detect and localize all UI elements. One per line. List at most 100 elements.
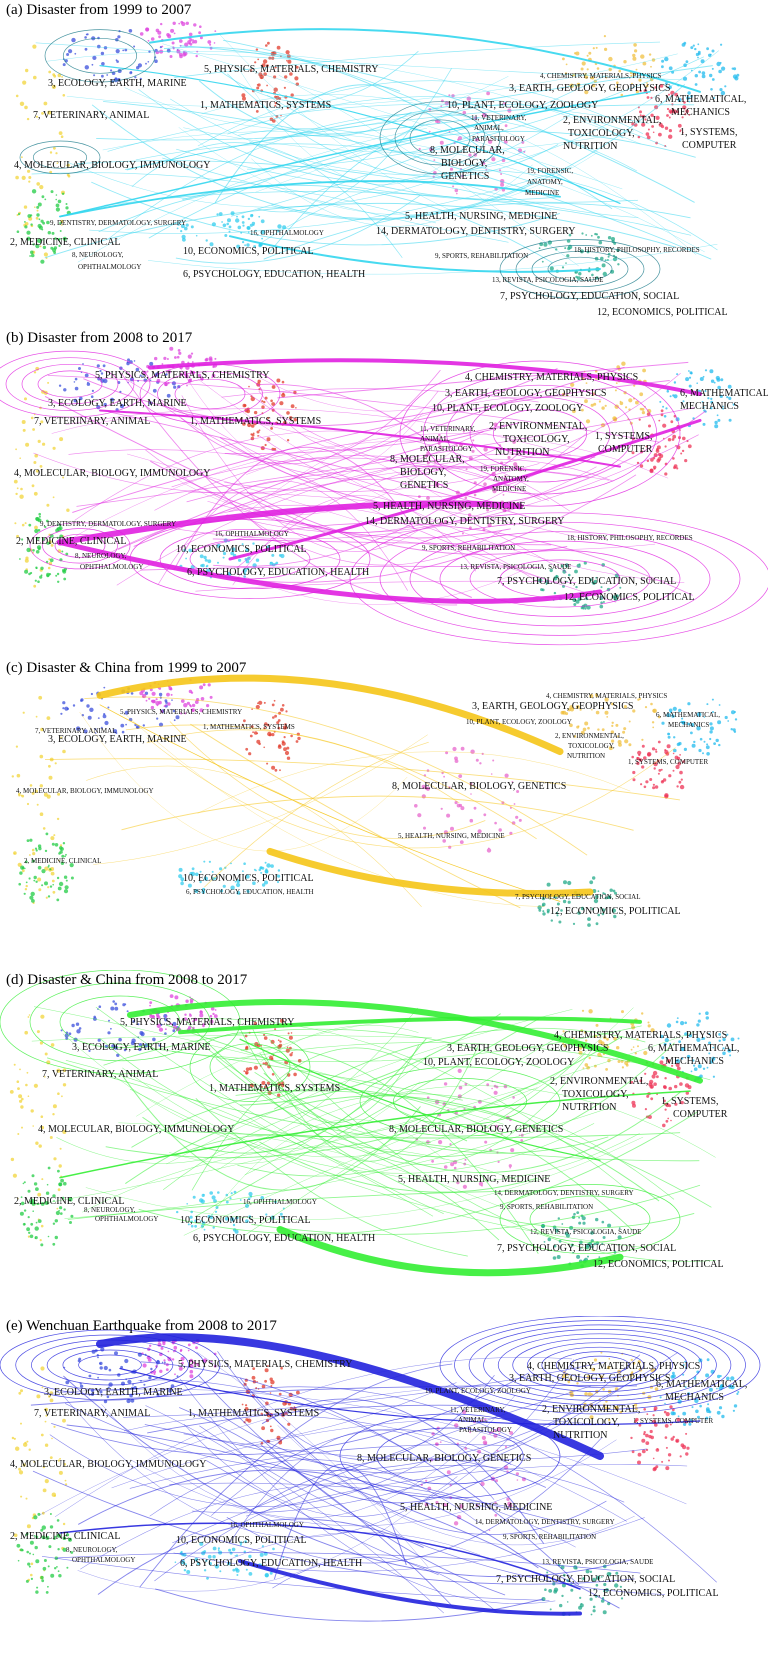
cluster-label: MEDICINE xyxy=(525,189,559,197)
cluster-label: 5, PHYSICS, MATERIALS, CHEMISTRY xyxy=(204,64,378,75)
cluster-label: 7, VETERINARY, ANIMAL xyxy=(34,416,150,427)
cluster-label: ANATOMY, xyxy=(493,475,529,483)
cluster-label: 10, ECONOMICS, POLITICAL xyxy=(183,246,314,257)
cluster-label: 2, ENVIRONMENTAL, xyxy=(550,1076,648,1087)
cluster-label: ANIMAL, xyxy=(420,435,450,443)
cluster-label: TOXICOLOGY, xyxy=(568,742,615,750)
overlay-main-links xyxy=(59,999,703,1277)
cluster-label: 5, PHYSICS, MATERIALS, CHEMISTRY xyxy=(178,1359,352,1370)
cluster-label: 7, PSYCHOLOGY, EDUCATION, SOCIAL xyxy=(496,1574,675,1585)
cluster-label: 8, MOLECULAR, xyxy=(390,454,465,465)
cluster-label: NUTRITION xyxy=(567,752,605,760)
cluster-label: GENETICS xyxy=(400,480,448,491)
cluster-label: 14, DERMATOLOGY, DENTISTRY, SURGERY xyxy=(376,226,575,237)
cluster-label: 6, PSYCHOLOGY, EDUCATION, HEALTH xyxy=(183,269,365,280)
cluster-label: 3, ECOLOGY, EARTH, MARINE xyxy=(48,78,187,89)
cluster-label: 5, HEALTH, NURSING, MEDICINE xyxy=(398,832,505,840)
cluster-label: 1, MATHEMATICS, SYSTEMS xyxy=(188,1408,319,1419)
cluster-label: OPHTHALMOLOGY xyxy=(80,563,143,571)
cluster-label: 3, ECOLOGY, EARTH, MARINE xyxy=(48,734,187,745)
cluster-label: 3, EARTH, GEOLOGY, GEOPHYSICS xyxy=(509,83,670,94)
panel-title: (a) Disaster from 1999 to 2007 xyxy=(6,2,192,18)
cluster-label: TOXICOLOGY, xyxy=(568,128,635,139)
cluster-label: 4, CHEMISTRY, MATERIALS, PHYSICS xyxy=(554,1030,727,1041)
cluster-label: 6, MATHEMATICAL, xyxy=(655,94,746,105)
cluster-label: 16, OPHTHALMOLOGY xyxy=(243,1198,317,1206)
cluster-label: 12, ECONOMICS, POLITICAL xyxy=(593,1259,724,1270)
cluster-label: 10, PLANT, ECOLOGY, ZOOLOGY xyxy=(425,1387,531,1395)
cluster-label: 8, MOLECULAR, xyxy=(430,145,505,156)
cluster-label: 3, EARTH, GEOLOGY, GEOPHYSICS xyxy=(472,701,633,712)
overlay-ellipses xyxy=(0,970,681,1255)
cluster-label: 19, FORENSIC, xyxy=(480,465,526,473)
cluster-label: MECHANICS xyxy=(668,721,709,729)
cluster-label: 6, PSYCHOLOGY, EDUCATION, HEALTH xyxy=(180,1558,362,1569)
cluster-label: 6, PSYCHOLOGY, EDUCATION, HEALTH xyxy=(187,567,369,578)
overlay-map-c: 5, PHYSICS, MATERIALS, CHEMISTRY 3, ECOLO… xyxy=(11,674,738,927)
panel-title: (e) Wenchuan Earthquake from 2008 to 201… xyxy=(6,1318,277,1334)
cluster-label: 9, SPORTS, REHABILITATION xyxy=(500,1203,593,1211)
cluster-label: 4, CHEMISTRY, MATERIALS, PHYSICS xyxy=(540,72,661,80)
panel-d: 5, PHYSICS, MATERIALS, CHEMISTRY 3, ECOLO… xyxy=(0,970,768,1316)
cluster-label: GENETICS xyxy=(441,171,489,182)
cluster-label: 2, MEDICINE, CLINICAL xyxy=(10,237,121,248)
cluster-label: 5, PHYSICS, MATERIALS, CHEMISTRY xyxy=(120,708,242,716)
cluster-label: NUTRITION xyxy=(563,141,617,152)
cluster-label: 3, EARTH, GEOLOGY, GEOPHYSICS xyxy=(445,388,606,399)
cluster-label: 2, MEDICINE, CLINICAL xyxy=(14,1196,125,1207)
panel-c: 5, PHYSICS, MATERIALS, CHEMISTRY 3, ECOLO… xyxy=(0,658,768,970)
cluster-label: 5, PHYSICS, MATERIALS, CHEMISTRY xyxy=(95,370,269,381)
cluster-label: 1, MATHEMATICS, SYSTEMS xyxy=(203,723,295,731)
cluster-labels: 5, PHYSICS, MATERIALS, CHEMISTRY 3, ECOLO… xyxy=(14,370,768,603)
cluster-label: 2, ENVIRONMENTAL, xyxy=(563,115,661,126)
cluster-label: 10, PLANT, ECOLOGY, ZOOLOGY xyxy=(432,403,583,414)
cluster-label: PARASITOLOGY xyxy=(459,1426,512,1434)
cluster-label: 6, MATHEMATICAL, xyxy=(656,711,720,719)
cluster-label: NUTRITION xyxy=(495,447,549,458)
cluster-label: 5, HEALTH, NURSING, MEDICINE xyxy=(400,1502,552,1513)
cluster-label: BIOLOGY, xyxy=(441,158,487,169)
cluster-label: 6, MATHEMATICAL, xyxy=(648,1043,739,1054)
cluster-labels: 5, PHYSICS, MATERIALS, CHEMISTRY 3, ECOLO… xyxy=(14,1017,739,1270)
cluster-label: 8, NEUROLOGY, xyxy=(66,1546,118,1554)
overlay-ellipses xyxy=(0,1316,761,1499)
cluster-label: 12, ECONOMICS, POLITICAL xyxy=(564,592,695,603)
cluster-label: 4, MOLECULAR, BIOLOGY, IMMUNOLOGY xyxy=(16,787,154,795)
panel-b: 5, PHYSICS, MATERIALS, CHEMISTRY 3, ECOLO… xyxy=(0,328,768,658)
cluster-label: 5, HEALTH, NURSING, MEDICINE xyxy=(373,501,525,512)
overlay-link-bundle xyxy=(30,1351,717,1622)
cluster-label: 10, PLANT, ECOLOGY, ZOOLOGY xyxy=(466,718,572,726)
cluster-label: 18, HISTORY, PHILOSOPHY, RECORDES xyxy=(574,246,700,254)
cluster-label: 5, HEALTH, NURSING, MEDICINE xyxy=(398,1174,550,1185)
cluster-label: 10, ECONOMICS, POLITICAL xyxy=(176,1535,307,1546)
overlay-main-links xyxy=(59,28,701,273)
cluster-label: 1, SYSTEMS, xyxy=(680,127,738,138)
cluster-labels: 5, PHYSICS, MATERIALS, CHEMISTRY 3, ECOLO… xyxy=(10,1359,747,1599)
cluster-label: 13, REVISTA, PSICOLOGIA, SAUDE xyxy=(492,276,603,284)
cluster-label: 4, MOLECULAR, BIOLOGY, IMMUNOLOGY xyxy=(14,160,210,171)
cluster-label: 5, HEALTH, NURSING, MEDICINE xyxy=(405,211,557,222)
base-map-dots xyxy=(13,346,735,610)
overlay-main-links xyxy=(96,674,594,902)
overlay-map-a: 5, PHYSICS, MATERIALS, CHEMISTRY 3, ECOLO… xyxy=(10,20,746,318)
cluster-label: MECHANICS xyxy=(680,401,739,412)
cluster-label: 19, FORENSIC, xyxy=(527,167,573,175)
overlay-link-bundle xyxy=(44,696,680,909)
cluster-label: 12, ECONOMICS, POLITICAL xyxy=(550,906,681,917)
cluster-label: 8, NEUROLOGY, xyxy=(84,1206,136,1214)
cluster-label: 10, PLANT, ECOLOGY, ZOOLOGY xyxy=(423,1057,574,1068)
cluster-label: OPHTHALMOLOGY xyxy=(78,263,141,271)
cluster-label: 9, DENTISTRY, DERMATOLOGY, SURGERY xyxy=(50,219,186,227)
cluster-label: 6, MATHEMATICAL, xyxy=(680,388,768,399)
overlay-map-d: 5, PHYSICS, MATERIALS, CHEMISTRY 3, ECOLO… xyxy=(0,970,740,1277)
cluster-label: 11, VETERINARY, xyxy=(420,425,476,433)
cluster-label: MECHANICS xyxy=(665,1392,724,1403)
panel-title: (b) Disaster from 2008 to 2017 xyxy=(6,330,193,346)
cluster-label: 13, REVISTA, PSICOLOGIA, SAUDE xyxy=(542,1558,653,1566)
cluster-label: 8, NEUROLOGY, xyxy=(75,552,127,560)
cluster-label: BIOLOGY, xyxy=(400,467,446,478)
cluster-label: 11, VETERINARY, xyxy=(450,1406,506,1414)
overlay-map-e: 5, PHYSICS, MATERIALS, CHEMISTRY 3, ECOLO… xyxy=(0,1316,761,1622)
cluster-label: 8, MOLECULAR, BIOLOGY, GENETICS xyxy=(357,1453,531,1464)
cluster-label: 9, SPORTS, REHABILITATION xyxy=(435,252,528,260)
